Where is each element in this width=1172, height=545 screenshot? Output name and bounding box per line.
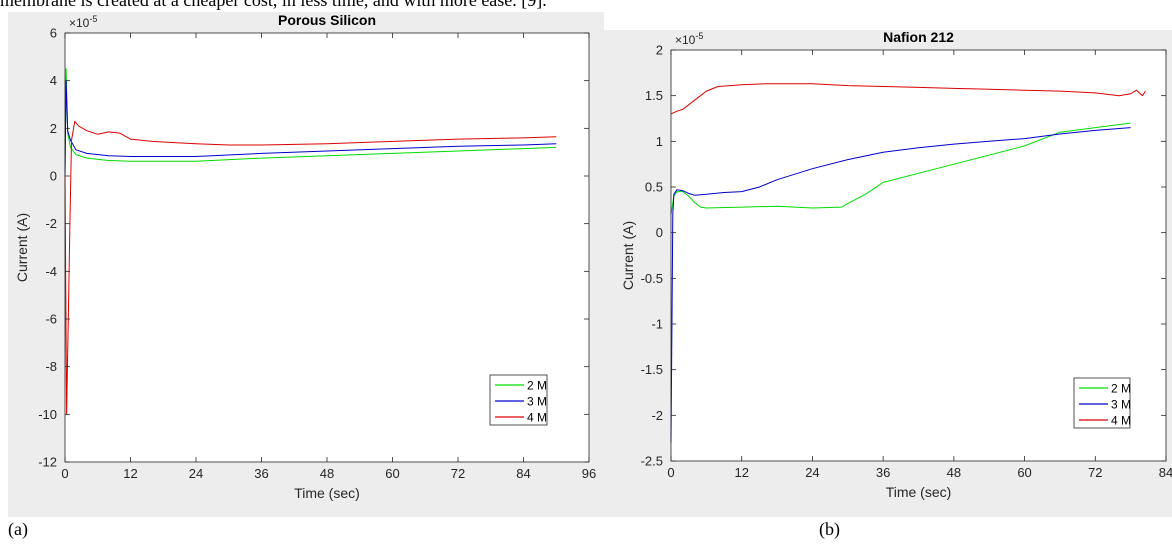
chart-porous-silicon: 0 12 24 36 48 60 72 84 96 6 4 2 0 -2 -4 -6 -8 -10 -12 ×10-5… xyxy=(8,12,604,517)
legend-label: 3 M xyxy=(1111,398,1131,412)
x-tick-label: 48 xyxy=(320,466,334,481)
x-axis-label: Time (sec) xyxy=(294,485,360,501)
series-line-3m xyxy=(64,80,557,177)
x-tick-label: 84 xyxy=(516,466,530,481)
x-tick-label: 72 xyxy=(451,466,465,481)
y-tick-label: 0 xyxy=(50,169,57,184)
y-tick-label: -6 xyxy=(45,312,57,327)
y-tick-label: 2 xyxy=(50,121,57,136)
y-tick-label: 6 xyxy=(50,26,57,41)
x-tick-label: 24 xyxy=(805,465,819,480)
x-tick-label: 24 xyxy=(189,466,203,481)
y-tick-label: 0 xyxy=(656,225,663,240)
y-tick-label: -10 xyxy=(38,407,57,422)
y-tick-label: -1 xyxy=(651,317,663,332)
x-tick-label: 36 xyxy=(876,465,890,480)
chart-porous-silicon-svg: 0 12 24 36 48 60 72 84 96 6 4 2 0 -2 -4 -6 -8 -10 -12 ×10-5… xyxy=(14,12,596,501)
y-tick-label: -12 xyxy=(38,455,57,470)
series-line-2m xyxy=(64,68,557,177)
x-axis-label: Time (sec) xyxy=(886,484,952,500)
y-axis-label: Current (A) xyxy=(620,221,636,290)
legend-label: 4 M xyxy=(527,411,547,425)
y-tick-label: -2.5 xyxy=(641,454,663,469)
series-line-2m xyxy=(670,122,1131,215)
series-line-4m xyxy=(64,120,557,415)
body-text-line: membrane is created at a cheaper cost, i… xyxy=(0,0,547,10)
x-tick-label: 36 xyxy=(254,466,268,481)
y-tick-label: -0.5 xyxy=(641,271,663,286)
chart-nafion-212-svg: 0 12 24 36 48 60 72 84 2 1.5 1 0.5 0 -0.5 -1 -1.5 -2 -2.5… xyxy=(620,30,1172,500)
axes-box xyxy=(670,49,1167,462)
y-tick-label: -2 xyxy=(651,408,663,423)
legend-label: 2 M xyxy=(1111,382,1131,396)
series-line-3m xyxy=(670,127,1131,443)
y-exponent-label: ×10-5 xyxy=(675,31,703,47)
x-tick-label: 48 xyxy=(947,465,961,480)
series-line-4m xyxy=(670,83,1146,115)
x-tick-label: 96 xyxy=(582,466,596,481)
legend-label: 3 M xyxy=(527,395,547,409)
x-tick-label: 12 xyxy=(123,466,137,481)
caption-b: (b) xyxy=(819,519,840,539)
chart-title: Porous Silicon xyxy=(278,12,376,28)
x-tick-label: 60 xyxy=(385,466,399,481)
legend-label: 2 M xyxy=(527,379,547,393)
y-tick-label: -1.5 xyxy=(641,362,663,377)
y-tick-label: 0.5 xyxy=(645,180,663,195)
x-tick-label: 0 xyxy=(61,466,68,481)
chart-nafion-212: 0 12 24 36 48 60 72 84 2 1.5 1 0.5 0 -0.5 -1 -1.5 -2 -2.5… xyxy=(604,30,1172,517)
y-tick-label: 1.5 xyxy=(645,88,663,103)
y-tick-label: -8 xyxy=(45,359,57,374)
caption-a: (a) xyxy=(8,519,28,539)
y-exponent-label: ×10-5 xyxy=(69,14,97,30)
x-tick-label: 0 xyxy=(667,465,674,480)
legend-label: 4 M xyxy=(1111,414,1131,428)
y-tick-label: 4 xyxy=(50,73,57,88)
x-tick-label: 72 xyxy=(1088,465,1102,480)
y-tick-label: -2 xyxy=(45,216,57,231)
x-tick-label: 12 xyxy=(734,465,748,480)
chart-title: Nafion 212 xyxy=(883,30,954,45)
x-tick-label: 84 xyxy=(1159,465,1172,480)
y-tick-label: 1 xyxy=(656,134,663,149)
y-axis-label: Current (A) xyxy=(14,213,30,282)
y-tick-label: 2 xyxy=(656,43,663,58)
x-tick-label: 60 xyxy=(1017,465,1031,480)
y-tick-label: -4 xyxy=(45,264,57,279)
